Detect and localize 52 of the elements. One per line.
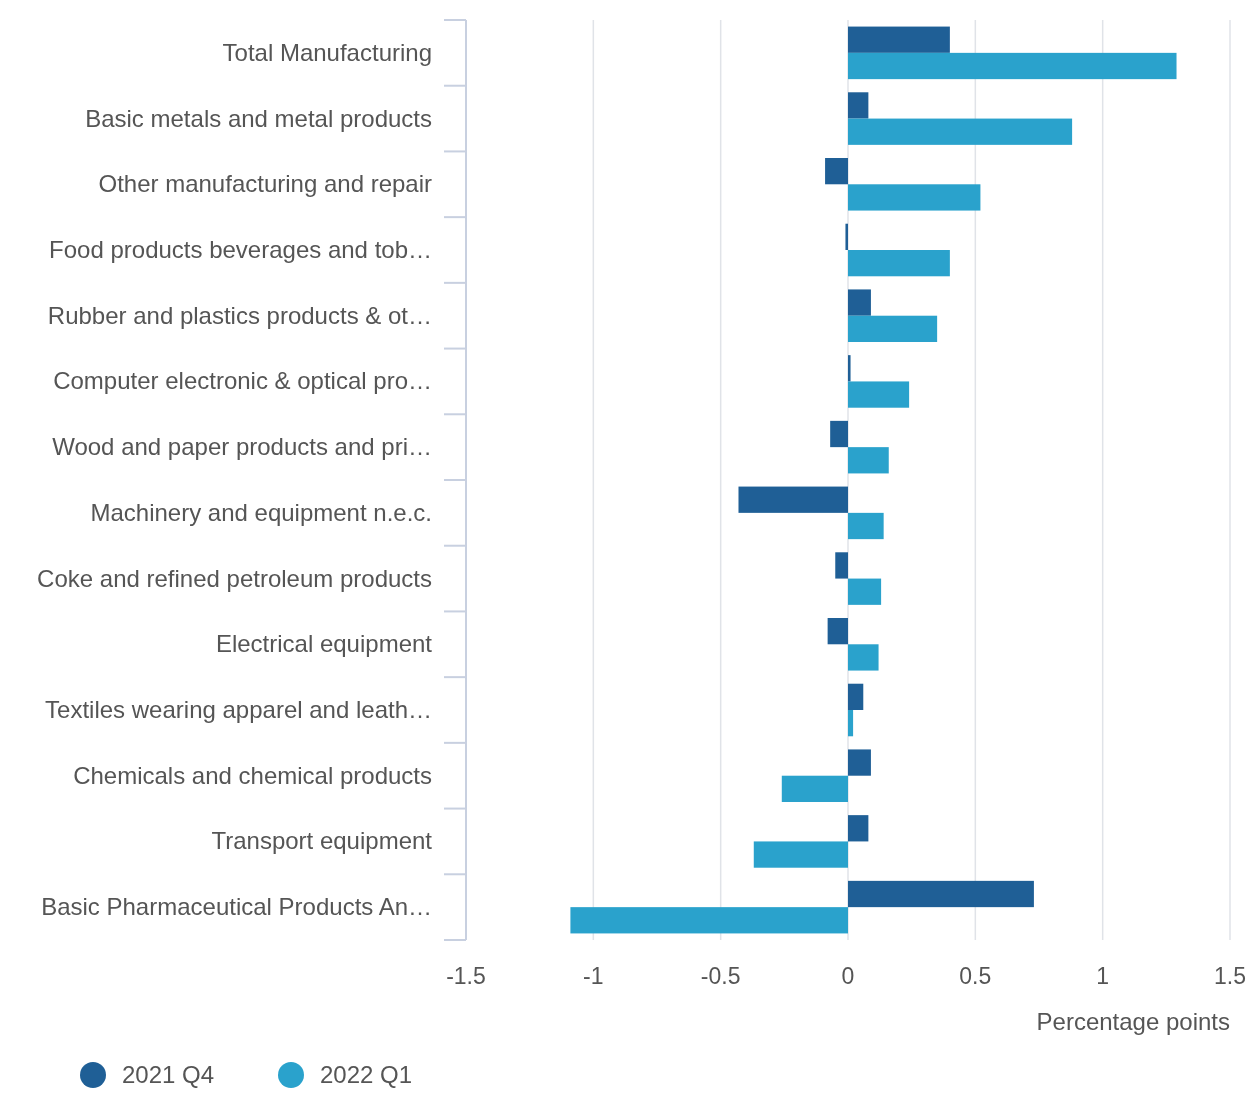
bar <box>848 880 1034 908</box>
y-tick-label: Food products beverages and tob… <box>49 236 432 263</box>
y-tick-label: Rubber and plastics products & ot… <box>47 301 432 329</box>
bar <box>753 841 848 868</box>
bar <box>848 512 884 540</box>
y-tick-label: Basic metals and metal products <box>85 104 432 132</box>
bar <box>848 52 1177 80</box>
bar <box>848 644 879 671</box>
bar <box>825 158 848 185</box>
x-tick-label: -1.5 <box>446 963 486 989</box>
bar <box>848 26 950 53</box>
x-tick-label: -1 <box>583 963 604 989</box>
x-tick-label: 0.5 <box>959 963 992 989</box>
bar <box>848 355 851 382</box>
y-tick-label: Transport equipment <box>211 827 433 855</box>
bar <box>781 775 848 802</box>
y-tick-label: Coke and refined petroleum products <box>37 564 432 592</box>
y-tick-label: Other manufacturing and repair <box>98 170 433 198</box>
x-tick-label: 0 <box>841 963 855 989</box>
bar <box>848 815 869 842</box>
legend-label: 2022 Q1 <box>320 1061 413 1088</box>
bar <box>835 552 848 579</box>
bar <box>848 250 950 277</box>
y-tick-label: Machinery and equipment n.e.c. <box>90 498 432 526</box>
bar <box>848 683 864 710</box>
bar <box>848 578 882 605</box>
y-tick-label: Textiles wearing apparel and leath… <box>45 696 432 723</box>
bar <box>848 381 910 408</box>
bar <box>848 118 1073 145</box>
bar <box>830 420 848 448</box>
bar <box>845 223 848 250</box>
bar <box>848 749 871 776</box>
legend-label: 2021 Q4 <box>122 1061 215 1088</box>
y-tick-label: Basic Pharmaceutical Products An… <box>41 893 432 921</box>
bar <box>738 486 848 513</box>
y-tick-label: Electrical equipment <box>215 630 433 658</box>
bar <box>848 289 871 316</box>
y-tick-label: Total Manufacturing <box>222 38 432 66</box>
y-tick-label: Computer electronic & optical pro… <box>53 367 432 395</box>
bar <box>570 907 848 934</box>
bar <box>848 710 854 737</box>
x-tick-label: 1 <box>1096 963 1110 989</box>
bar <box>848 315 938 342</box>
y-tick-label: Chemicals and chemical products <box>73 761 432 789</box>
bar <box>827 618 848 645</box>
bar <box>848 447 889 474</box>
x-tick-label: 1.5 <box>1214 963 1246 989</box>
x-tick-label: -0.5 <box>700 963 741 989</box>
bar <box>848 92 869 119</box>
bar <box>848 184 981 211</box>
x-axis-title: Percentage points <box>1036 1008 1230 1035</box>
y-tick-label: Wood and paper products and pri… <box>52 433 432 461</box>
